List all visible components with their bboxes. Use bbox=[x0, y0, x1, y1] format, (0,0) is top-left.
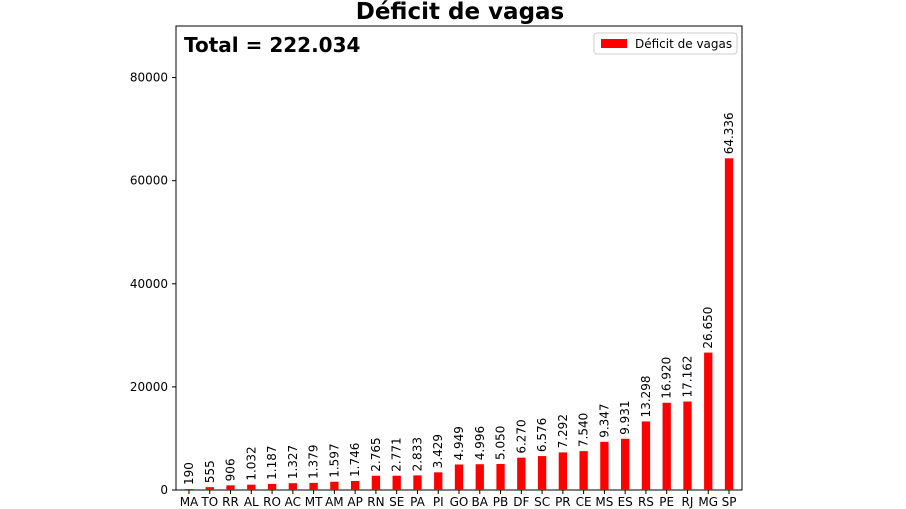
bar bbox=[641, 421, 651, 490]
bar bbox=[184, 489, 194, 490]
legend: Déficit de vagas bbox=[593, 32, 738, 55]
data-label: 64.336 bbox=[722, 112, 736, 154]
x-tick-label: PR bbox=[555, 495, 571, 509]
legend-swatch bbox=[601, 39, 627, 48]
legend-box bbox=[593, 32, 738, 55]
bar bbox=[454, 464, 464, 490]
x-tick-label: RO bbox=[263, 495, 281, 509]
bar bbox=[475, 464, 484, 490]
x-tick-label: AL bbox=[244, 495, 259, 509]
data-label: 26.650 bbox=[701, 307, 715, 349]
x-tick-label: GO bbox=[450, 495, 469, 509]
data-label: 7.540 bbox=[577, 413, 591, 447]
y-tick-label: 80000 bbox=[130, 71, 168, 85]
x-tick-label: RR bbox=[222, 495, 239, 509]
x-tick-label: SE bbox=[389, 495, 404, 509]
y-tick-label: 20000 bbox=[130, 380, 168, 394]
bar bbox=[558, 452, 568, 490]
bar bbox=[662, 402, 671, 490]
data-label: 555 bbox=[203, 460, 217, 483]
data-label: 1.597 bbox=[327, 443, 341, 477]
chart-title: Déficit de vagas bbox=[356, 0, 565, 25]
bar bbox=[517, 457, 526, 490]
y-tick-label: 40000 bbox=[130, 277, 168, 291]
x-tick-label: MA bbox=[180, 495, 199, 509]
bar bbox=[267, 483, 277, 490]
total-annotation: Total = 222.034 bbox=[184, 33, 360, 57]
data-label: 2.765 bbox=[369, 437, 383, 471]
x-tick-label: MG bbox=[698, 495, 718, 509]
bar bbox=[537, 456, 547, 490]
data-label: 5.050 bbox=[494, 426, 508, 460]
bar bbox=[226, 485, 235, 490]
x-tick-label: SC bbox=[534, 495, 550, 509]
x-tick-label: ES bbox=[618, 495, 633, 509]
x-tick-label: AM bbox=[325, 495, 344, 509]
x-tick-label: RS bbox=[638, 495, 654, 509]
bar bbox=[309, 482, 318, 490]
data-label: 7.292 bbox=[556, 414, 570, 448]
data-label: 17.162 bbox=[680, 356, 694, 398]
legend-label: Déficit de vagas bbox=[635, 37, 732, 51]
data-label: 1.746 bbox=[348, 443, 362, 477]
x-tick-label: PE bbox=[659, 495, 674, 509]
data-label: 9.347 bbox=[597, 403, 611, 437]
bar bbox=[683, 401, 692, 490]
data-label: 2.771 bbox=[390, 437, 404, 471]
data-label: 4.949 bbox=[452, 426, 466, 460]
data-label: 190 bbox=[182, 462, 196, 485]
bar bbox=[413, 475, 422, 490]
x-tick-label: RJ bbox=[682, 495, 694, 509]
x-tick-label: DF bbox=[513, 495, 529, 509]
data-label: 13.298 bbox=[639, 375, 653, 417]
data-label: 3.429 bbox=[431, 434, 445, 468]
y-axis: 0 20000 40000 60000 80000 bbox=[130, 71, 176, 497]
x-tick-label: CE bbox=[576, 495, 592, 509]
bars: 190 555 906 1.032 1.187 1.327 1.379 1.597 1.746 2… bbox=[182, 112, 736, 490]
data-label: 4.996 bbox=[473, 426, 487, 460]
bar bbox=[205, 487, 214, 490]
bar bbox=[371, 475, 381, 490]
bar bbox=[330, 481, 339, 490]
bar bbox=[247, 484, 256, 490]
bar bbox=[579, 451, 588, 490]
bar bbox=[392, 475, 401, 490]
data-label: 1.379 bbox=[307, 445, 321, 479]
bar bbox=[704, 352, 713, 490]
y-tick-label: 0 bbox=[160, 483, 168, 497]
x-axis: MA TO RR AL RO AC MT AM AP RN SE PA PI GO BA PB DF SC PR CE… bbox=[180, 490, 737, 509]
x-tick-label: RN bbox=[367, 495, 384, 509]
x-tick-label: BA bbox=[472, 495, 489, 509]
data-label: 906 bbox=[224, 458, 238, 481]
data-label: 6.270 bbox=[514, 419, 528, 453]
data-label: 6.576 bbox=[535, 418, 549, 452]
data-label: 1.327 bbox=[286, 445, 300, 479]
bar bbox=[621, 438, 630, 490]
bar bbox=[434, 472, 443, 490]
x-tick-label: AP bbox=[347, 495, 362, 509]
data-label: 1.032 bbox=[244, 446, 258, 480]
y-tick-label: 60000 bbox=[130, 174, 168, 188]
bar bbox=[724, 158, 734, 490]
x-tick-label: SP bbox=[722, 495, 737, 509]
plot-frame bbox=[175, 25, 743, 491]
x-tick-label: PB bbox=[493, 495, 508, 509]
data-label: 16.920 bbox=[660, 357, 674, 399]
bar bbox=[496, 463, 505, 490]
bar bbox=[600, 441, 609, 490]
bar bbox=[350, 480, 360, 490]
data-label: 2.833 bbox=[410, 437, 424, 471]
data-label: 1.187 bbox=[265, 446, 279, 480]
x-tick-label: MT bbox=[305, 495, 323, 509]
x-tick-label: PA bbox=[410, 495, 425, 509]
data-label: 9.931 bbox=[618, 400, 632, 434]
x-tick-label: MS bbox=[595, 495, 613, 509]
x-tick-label: PI bbox=[433, 495, 444, 509]
x-tick-label: AC bbox=[285, 495, 301, 509]
bar bbox=[288, 483, 297, 490]
x-tick-label: TO bbox=[200, 495, 218, 509]
